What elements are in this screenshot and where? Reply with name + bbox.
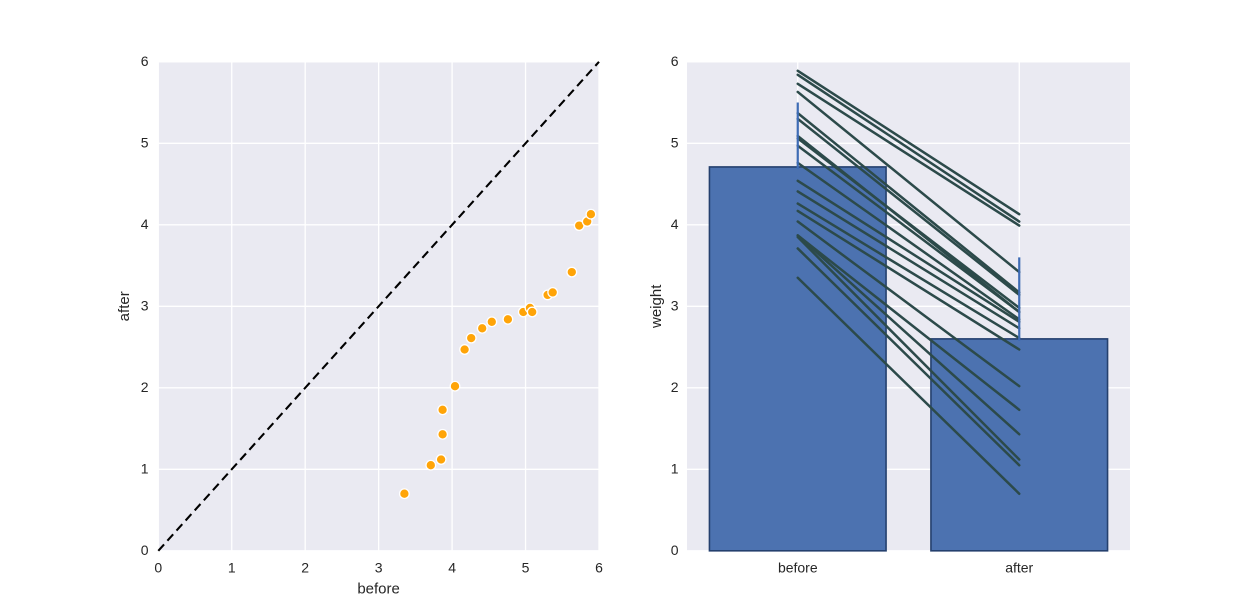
svg-text:3: 3: [141, 298, 149, 314]
svg-text:before: before: [357, 580, 400, 597]
svg-text:6: 6: [595, 559, 603, 575]
svg-text:after: after: [1005, 559, 1033, 575]
svg-text:3: 3: [375, 559, 383, 575]
svg-text:1: 1: [228, 559, 236, 575]
svg-text:3: 3: [671, 298, 679, 314]
svg-text:0: 0: [154, 559, 162, 575]
svg-text:5: 5: [522, 559, 530, 575]
svg-text:weight: weight: [648, 284, 665, 329]
svg-text:0: 0: [141, 542, 149, 558]
svg-text:4: 4: [671, 216, 679, 232]
svg-text:6: 6: [141, 53, 149, 69]
svg-text:1: 1: [141, 461, 149, 477]
svg-text:2: 2: [301, 559, 309, 575]
svg-text:6: 6: [671, 53, 679, 69]
svg-text:2: 2: [141, 379, 149, 395]
svg-text:5: 5: [671, 135, 679, 151]
svg-text:1: 1: [671, 461, 679, 477]
svg-text:5: 5: [141, 135, 149, 151]
svg-text:after: after: [116, 291, 133, 321]
svg-text:2: 2: [671, 379, 679, 395]
svg-text:0: 0: [671, 542, 679, 558]
svg-text:4: 4: [448, 559, 456, 575]
svg-text:4: 4: [141, 216, 149, 232]
svg-text:before: before: [778, 559, 818, 575]
